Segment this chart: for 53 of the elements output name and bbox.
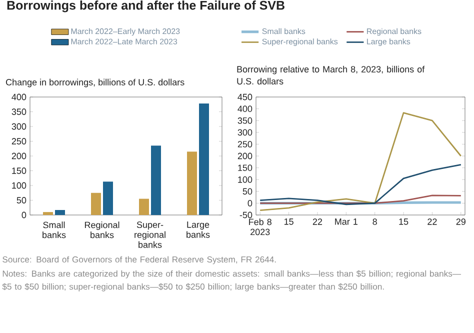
bar xyxy=(139,198,150,215)
y-tick-label: 100 xyxy=(12,182,26,189)
x-tick-label: 8 xyxy=(372,218,377,225)
x-tick-label: Feb 8 2023 xyxy=(249,218,272,236)
y-tick-label: 150 xyxy=(12,168,26,174)
y-tick-label: 400 xyxy=(238,106,252,112)
legend-label: Large banks xyxy=(367,38,410,46)
y-tick-label: 50 xyxy=(242,188,252,195)
line-series xyxy=(259,164,462,206)
y-tick-label: 350 xyxy=(238,117,252,124)
y-tick-label: 250 xyxy=(12,138,26,144)
bar xyxy=(199,103,209,215)
text: Notes: Banks are categorized by the size of their domestic assets: small banks—less than $5 billion; regional banks—$5 to $50 billion; super-regional banks—$50 to $250 billion; large banks—greater than $250 billion. xyxy=(2,270,462,292)
bar xyxy=(91,192,101,215)
y-axis-title: Borrowing relative to March 8, 2023, billions of U.S. dollars xyxy=(237,66,425,84)
legend-label: March 2022–Early March 2023 xyxy=(71,28,180,36)
y-tick-label: 250 xyxy=(238,141,252,148)
x-tick-label: Regional banks xyxy=(84,222,120,238)
x-tick-label: Mar 1 xyxy=(335,218,358,225)
bar xyxy=(55,210,65,215)
x-tick-label: Large banks xyxy=(186,222,210,238)
y-tick-label: -50 xyxy=(240,212,252,218)
x-tick-label: Super-regional banks xyxy=(134,222,166,248)
x-tick-label: 15 xyxy=(284,218,294,225)
x-tick-label: 22 xyxy=(428,218,437,225)
y-tick-label: 50 xyxy=(16,197,26,204)
y-tick-label: 100 xyxy=(238,176,252,183)
x-tick-label: Small banks xyxy=(42,222,66,238)
legend-label: Regional banks xyxy=(367,28,422,36)
legend-label: Super-regional banks xyxy=(262,38,338,46)
x-tick-label: 22 xyxy=(312,218,322,225)
y-tick-label: 400 xyxy=(12,94,26,100)
bar xyxy=(103,182,113,215)
y-tick-label: 450 xyxy=(238,94,252,100)
y-tick-label: 200 xyxy=(12,152,26,160)
x-tick-label: 29 xyxy=(456,218,466,225)
y-axis-title: Change in borrowings, billions of U.S. dollars xyxy=(6,78,184,88)
source-note: Source: Board of Governors of the Federal Reserve System, FR 2644. xyxy=(2,256,276,264)
y-tick-label: 0 xyxy=(248,200,252,206)
y-tick-label: 200 xyxy=(238,152,252,160)
y-tick-label: 300 xyxy=(238,129,252,136)
y-tick-label: 350 xyxy=(12,108,26,115)
chart-title: Borrowings before and after the Failure of SVB xyxy=(7,0,284,12)
legend-label: March 2022–Late March 2023 xyxy=(71,38,178,44)
bar xyxy=(43,212,53,215)
x-tick-label: 15 xyxy=(399,218,408,225)
line-series xyxy=(259,112,462,211)
y-tick-label: 150 xyxy=(238,164,252,171)
y-tick-label: 0 xyxy=(22,212,26,218)
legend-label: Small banks xyxy=(262,28,306,34)
y-tick-label: 300 xyxy=(12,123,26,130)
bar xyxy=(151,146,161,215)
bar xyxy=(187,152,197,215)
